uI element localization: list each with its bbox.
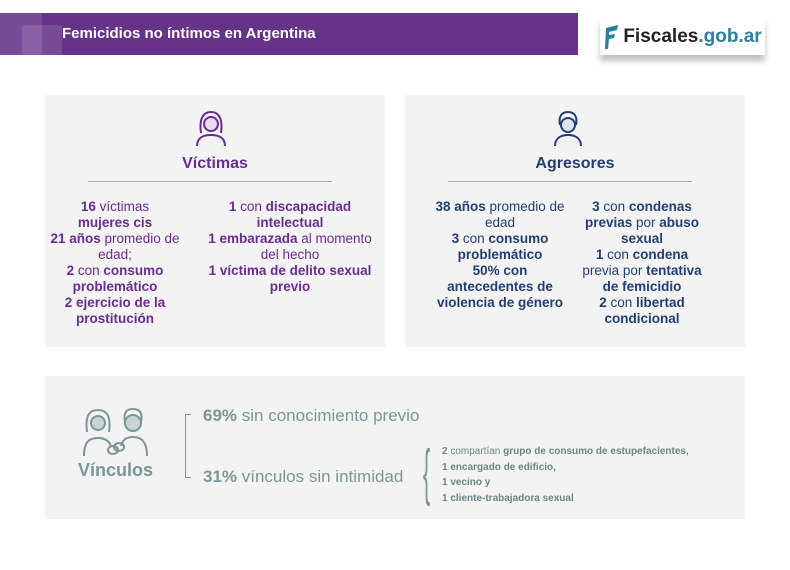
text-segment: discapacidad intelectual: [256, 199, 352, 230]
aggressors-left-column: 38 años promedio de edad 3 con consumo pr…: [430, 199, 570, 311]
victims-right-column: 1 con discapacidad intelectual 1 embaraza…: [205, 199, 375, 295]
text-segment: 3: [451, 231, 460, 246]
text-segment: consumo problemático: [457, 231, 549, 262]
logo-flag-icon: [605, 24, 619, 49]
links-title: Vínculos: [78, 460, 154, 480]
text-line: 2 con consumo problemático: [50, 263, 180, 295]
text-line: 1 víctima de delito sexual previo: [205, 263, 375, 295]
text-segment: 50% con antecedentes de violencia de gén…: [436, 263, 564, 310]
links-panel: Vínculos 69% sin conocimiento previo 31%…: [45, 376, 745, 519]
victims-panel: Víctimas 16 víctimas mujeres cis 21 años p…: [45, 95, 385, 347]
linked-people-icon: [83, 407, 148, 457]
page-title: Femicidios no íntimos en Argentina: [62, 25, 316, 42]
victims-left-column: 16 víctimas mujeres cis 21 años promedio d…: [50, 199, 180, 327]
text-line: 16 víctimas: [50, 199, 180, 215]
text-segment: libertad condicional: [604, 295, 685, 326]
text-segment: 1 cliente-trabajadora sexual: [442, 492, 574, 504]
text-segment: consumo problemático: [72, 263, 164, 294]
text-segment: grupo de consumo de estupefacientes,: [503, 446, 689, 457]
text-line: 3 con condenas previas por abuso sexual: [577, 199, 707, 247]
logo-domain: .gob.ar: [698, 25, 762, 47]
text-line: 1 con condena previa por tentativa de fe…: [577, 247, 707, 295]
text-segment: 1 vecino y: [442, 477, 491, 488]
text-line: 2 con libertad condicional: [577, 295, 707, 327]
aggressors-title: Agresores: [535, 155, 615, 172]
divider: [88, 181, 332, 182]
text-line: 1 embarazada al momento del hecho: [205, 231, 375, 263]
text-segment: víctimas: [95, 199, 150, 214]
curly-brace: {: [423, 438, 431, 507]
text-line: mujeres cis: [50, 215, 180, 231]
text-segment: con: [606, 295, 637, 310]
text-segment: 1: [228, 199, 237, 214]
fiscales-logo: Fiscales .gob.ar: [600, 18, 765, 55]
text-segment: compartían: [447, 446, 504, 457]
text-line: 3 con consumo problemático: [430, 231, 570, 263]
text-segment: 1 víctima de delito sexual previo: [208, 263, 372, 294]
text-segment: con: [74, 263, 104, 278]
woman-icon: [196, 110, 226, 147]
text-segment: condena: [632, 247, 689, 262]
text-segment: 1: [595, 247, 604, 262]
title-banner: Femicidios no íntimos en Argentina: [0, 13, 578, 55]
divider: [448, 181, 692, 182]
text-segment: 2 ejercicio de la prostitución: [64, 295, 166, 326]
text-segment: 2: [442, 446, 448, 457]
logo-text: Fiscales: [623, 25, 699, 47]
text-segment: al momento del hecho: [260, 231, 372, 262]
text-segment: promedio de edad: [484, 199, 565, 230]
text-segment: 3: [592, 199, 600, 214]
text-segment: tentativa de femicidio: [602, 263, 702, 294]
text-line: 1 cliente-trabajadora sexual: [442, 491, 689, 507]
aggressors-right-column: 3 con condenas previas por abuso sexual 1…: [577, 199, 707, 327]
links-detail-list: 2 compartían grupo de consumo de estupef…: [442, 444, 689, 506]
text-segment: 21 años: [50, 231, 101, 246]
text-segment: 38 años: [435, 199, 486, 214]
text-segment: por: [632, 215, 660, 230]
text-line: 2 compartían grupo de consumo de estupef…: [442, 444, 689, 460]
bracket: [185, 414, 191, 478]
victims-title: Víctimas: [182, 155, 248, 172]
no-prior-knowledge-stat: 69% sin conocimiento previo: [203, 406, 420, 425]
non-intimate-links-stat: 31% vínculos sin intimidad: [203, 467, 404, 486]
text-line: 1 con discapacidad intelectual: [205, 199, 375, 231]
text-segment: condenas previas: [584, 199, 692, 230]
man-icon: [554, 110, 582, 147]
text-line: 50% con antecedentes de violencia de gén…: [430, 263, 570, 311]
text-line: 38 años promedio de edad: [430, 199, 570, 231]
text-line: 2 ejercicio de la prostitución: [50, 295, 180, 327]
text-line: 1 encargado de edificio,: [442, 460, 689, 476]
text-line: 21 años promedio de edad;: [50, 231, 180, 263]
text-segment: 16: [80, 199, 96, 214]
text-segment: con: [236, 199, 266, 214]
text-segment: con: [603, 247, 633, 262]
text-segment: con: [459, 231, 489, 246]
aggressors-panel: Agresores 38 años promedio de edad 3 con …: [405, 95, 745, 347]
text-segment: promedio de edad;: [98, 231, 180, 262]
text-segment: mujeres cis: [77, 215, 153, 230]
text-segment: 2: [66, 263, 75, 278]
text-segment: abuso sexual: [620, 215, 700, 246]
text-segment: 1 encargado de edificio,: [442, 461, 556, 473]
text-segment: 1 embarazada: [208, 231, 298, 246]
text-segment: previa por: [582, 263, 647, 278]
text-segment: con: [599, 199, 629, 214]
text-segment: 2: [599, 295, 607, 310]
text-line: 1 vecino y: [442, 475, 689, 491]
